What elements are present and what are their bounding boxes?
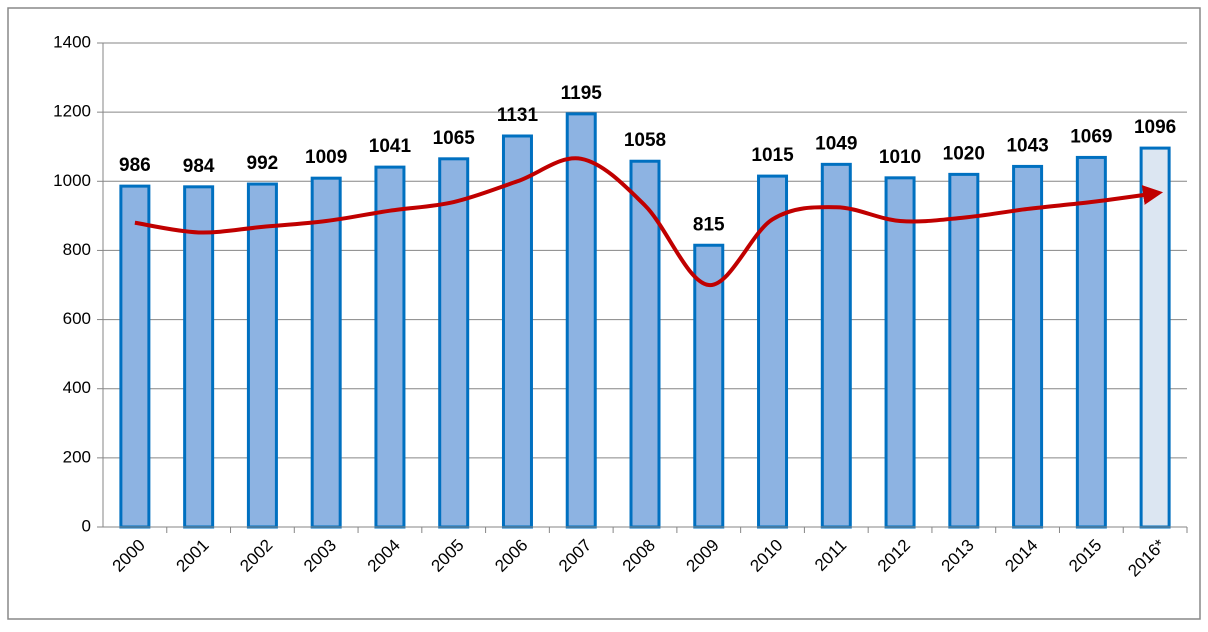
y-tick-label: 200	[63, 447, 91, 466]
value-label: 1131	[497, 105, 539, 126]
bar	[757, 174, 789, 529]
value-label: 1096	[1134, 117, 1176, 138]
bar	[1075, 155, 1107, 529]
y-tick-label: 1000	[53, 171, 91, 190]
value-label: 1015	[751, 145, 794, 166]
y-tick-label: 1400	[53, 32, 91, 51]
value-label: 1049	[815, 133, 857, 154]
trend-line	[134, 156, 1164, 287]
bar	[246, 182, 278, 529]
value-label: 1058	[624, 130, 666, 151]
value-label: 986	[119, 155, 151, 176]
y-tick-label: 800	[63, 240, 91, 259]
value-label: 1009	[305, 147, 347, 168]
value-label: 1069	[1070, 126, 1112, 147]
value-label: 1020	[943, 143, 985, 164]
bar	[820, 162, 852, 529]
bar	[1139, 146, 1171, 529]
bar	[693, 243, 725, 529]
bar	[565, 112, 597, 529]
value-label: 815	[693, 214, 725, 235]
value-label: 1041	[369, 136, 412, 157]
value-label: 984	[183, 156, 215, 177]
value-label: 1043	[1006, 135, 1048, 156]
value-label: 1195	[561, 83, 603, 104]
y-tick-label: 1200	[53, 102, 91, 121]
y-tick-label: 0	[82, 516, 91, 535]
value-label: 992	[247, 153, 279, 174]
value-label: 1065	[433, 128, 476, 149]
bar	[948, 172, 980, 529]
bar	[884, 176, 916, 529]
bar	[119, 184, 151, 529]
bar	[183, 185, 215, 529]
y-tick-label: 400	[63, 378, 91, 397]
bar	[1012, 164, 1044, 529]
bar	[374, 165, 406, 529]
value-label: 1010	[879, 147, 921, 168]
bar	[501, 134, 533, 529]
bar	[438, 157, 470, 529]
y-tick-label: 600	[63, 309, 91, 328]
bar	[310, 176, 342, 529]
